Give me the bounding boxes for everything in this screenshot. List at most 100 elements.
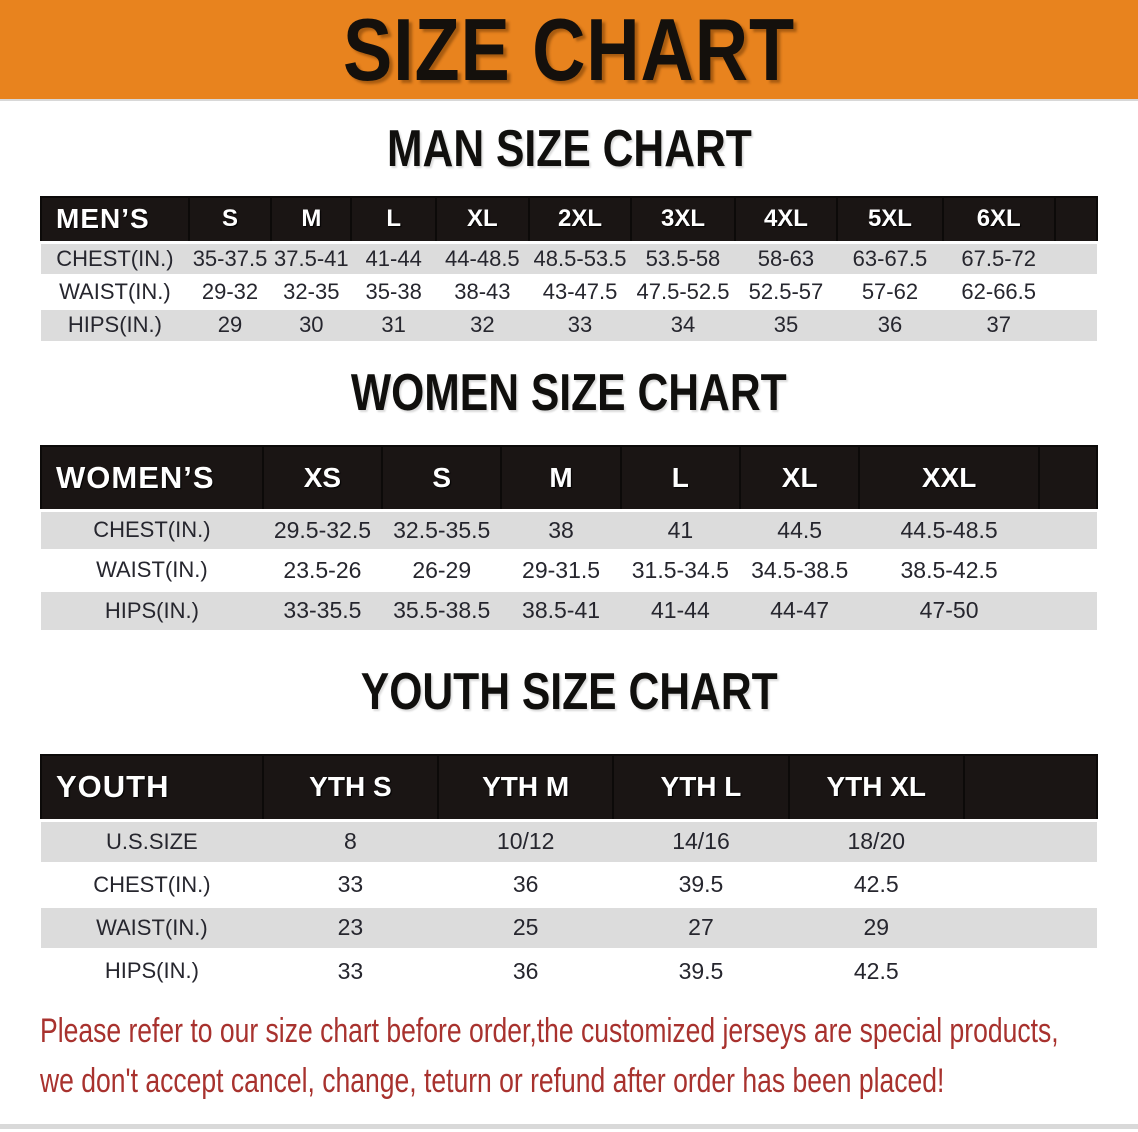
disclaimer-line-2: we don't accept cancel, change, teturn o…	[40, 1062, 945, 1100]
cell-value: 44.5-48.5	[859, 508, 1039, 550]
cell-value: 34	[631, 306, 735, 341]
cell-filler	[1038, 588, 1097, 630]
cell-value: 35.5-38.5	[382, 588, 502, 630]
cell-value: 44.5	[740, 508, 860, 550]
women-section-heading-block: WOMEN SIZE CHART	[0, 341, 1138, 445]
cell-value: 29.5-32.5	[262, 508, 383, 550]
cell-value: 38-43	[435, 273, 529, 308]
disclaimer-line-1: Please refer to our size chart before or…	[40, 1012, 1059, 1050]
cell-value: 18/20	[788, 818, 964, 863]
cell-value: 57-62	[837, 273, 943, 308]
cell-value: 10/12	[438, 818, 614, 863]
row-label: WAIST(IN.)	[41, 273, 189, 308]
cell-value: 32	[435, 306, 529, 341]
column-header: YTH XL	[787, 754, 965, 821]
column-header: YTH S	[261, 754, 440, 821]
cell-value: 41	[620, 508, 741, 550]
cell-value: 39.5	[613, 947, 789, 992]
cell-value: 36	[438, 861, 614, 906]
table-corner-label: YOUTH	[40, 754, 264, 821]
cell-value: 47-50	[859, 588, 1039, 630]
cell-value: 36	[837, 306, 943, 341]
cell-filler	[1054, 240, 1097, 275]
row-label: HIPS(IN.)	[41, 306, 189, 341]
youth-table-header-row: YOUTH YTH S YTH M YTH L YTH XL	[40, 754, 1099, 821]
youth-section-heading-block: YOUTH SIZE CHART	[0, 630, 1138, 754]
men-size-table: MEN’S S M L XL 2XL 3XL 4XL 5XL 6XL CHEST(IN.) 35-3…	[40, 196, 1099, 341]
cell-filler	[963, 904, 1097, 949]
cell-value: 31.5-34.5	[620, 548, 741, 590]
cell-value: 38.5-41	[501, 588, 621, 630]
table-row: CHEST(IN.) 33 36 39.5 42.5	[41, 861, 1097, 906]
column-header: 5XL	[836, 196, 944, 243]
row-label: HIPS(IN.)	[41, 588, 263, 630]
youth-size-section: YOUTH SIZE CHART YOUTH YTH S YTH M YTH L YTH…	[0, 630, 1138, 992]
column-header: M	[500, 445, 622, 511]
column-header: S	[187, 196, 273, 243]
cell-value: 42.5	[788, 947, 964, 992]
cell-value: 8	[262, 818, 439, 863]
row-label: CHEST(IN.)	[41, 508, 263, 550]
column-header: XXL	[858, 445, 1040, 511]
cell-value: 67.5-72	[942, 240, 1055, 275]
men-section-heading-block: MAN SIZE CHART	[0, 101, 1138, 196]
disclaimer: Please refer to our size chart before or…	[40, 1006, 1138, 1106]
cell-value: 44-47	[740, 588, 860, 630]
cell-value: 44-48.5	[435, 240, 529, 275]
cell-value: 29-31.5	[501, 548, 621, 590]
row-label: CHEST(IN.)	[41, 861, 263, 906]
women-table-header-row: WOMEN’S XS S M L XL XXL	[40, 445, 1099, 511]
banner: SIZE CHART	[0, 0, 1138, 101]
cell-value: 63-67.5	[837, 240, 943, 275]
cell-value: 33	[528, 306, 632, 341]
table-row: WAIST(IN.) 29-32 32-35 35-38 38-43 43-47.5 47.…	[41, 273, 1097, 308]
cell-value: 23.5-26	[262, 548, 383, 590]
cell-value: 33-35.5	[262, 588, 383, 630]
header-filler	[1053, 196, 1099, 243]
column-header: 3XL	[630, 196, 736, 243]
cell-value: 32-35	[271, 273, 352, 308]
column-header: YTH M	[437, 754, 615, 821]
column-header: 6XL	[941, 196, 1056, 243]
youth-section-heading: YOUTH SIZE CHART	[360, 663, 778, 721]
cell-value: 33	[262, 947, 439, 992]
cell-value: 38	[501, 508, 621, 550]
cell-value: 35-37.5	[188, 240, 272, 275]
cell-value: 37.5-41	[271, 240, 352, 275]
cell-value: 25	[438, 904, 614, 949]
cell-value: 38.5-42.5	[859, 548, 1039, 590]
women-size-section: WOMEN SIZE CHART WOMEN’S XS S M L XL XXL CHEST…	[0, 341, 1138, 630]
cell-value: 62-66.5	[942, 273, 1055, 308]
cell-value: 39.5	[613, 861, 789, 906]
bottom-edge-strip	[0, 1124, 1138, 1129]
cell-value: 36	[438, 947, 614, 992]
cell-value: 41-44	[620, 588, 741, 630]
table-corner-label: WOMEN’S	[40, 445, 264, 511]
cell-value: 41-44	[351, 240, 436, 275]
cell-value: 14/16	[613, 818, 789, 863]
women-size-table: WOMEN’S XS S M L XL XXL CHEST(IN.) 29.5-32.5 32.…	[40, 445, 1099, 630]
table-row: CHEST(IN.) 35-37.5 37.5-41 41-44 44-48.5 48.5…	[41, 240, 1097, 275]
table-row: WAIST(IN.) 23.5-26 26-29 29-31.5 31.5-34.5 34…	[41, 548, 1097, 590]
cell-filler	[1038, 548, 1097, 590]
cell-value: 30	[271, 306, 352, 341]
cell-value: 48.5-53.5	[528, 240, 632, 275]
men-section-heading: MAN SIZE CHART	[386, 119, 752, 178]
column-header: M	[270, 196, 353, 243]
cell-value: 29	[188, 306, 272, 341]
table-row: CHEST(IN.) 29.5-32.5 32.5-35.5 38 41 44.5 44.5…	[41, 508, 1097, 550]
row-label: WAIST(IN.)	[41, 548, 263, 590]
table-row: WAIST(IN.) 23 25 27 29	[41, 904, 1097, 949]
header-filler	[1037, 445, 1099, 511]
cell-value: 27	[613, 904, 789, 949]
column-header: 4XL	[733, 196, 839, 243]
page-title: SIZE CHART	[343, 0, 795, 99]
cell-value: 32.5-35.5	[382, 508, 502, 550]
cell-filler	[963, 947, 1097, 992]
men-size-section: MAN SIZE CHART MEN’S S M L XL 2XL 3XL 4XL 5XL 6XL…	[0, 101, 1138, 341]
table-corner-label: MEN’S	[40, 196, 190, 243]
cell-value: 33	[262, 861, 439, 906]
column-header: XS	[261, 445, 384, 511]
youth-size-table: YOUTH YTH S YTH M YTH L YTH XL U.S.SIZE 8 10/1…	[40, 754, 1099, 992]
cell-value: 26-29	[382, 548, 502, 590]
